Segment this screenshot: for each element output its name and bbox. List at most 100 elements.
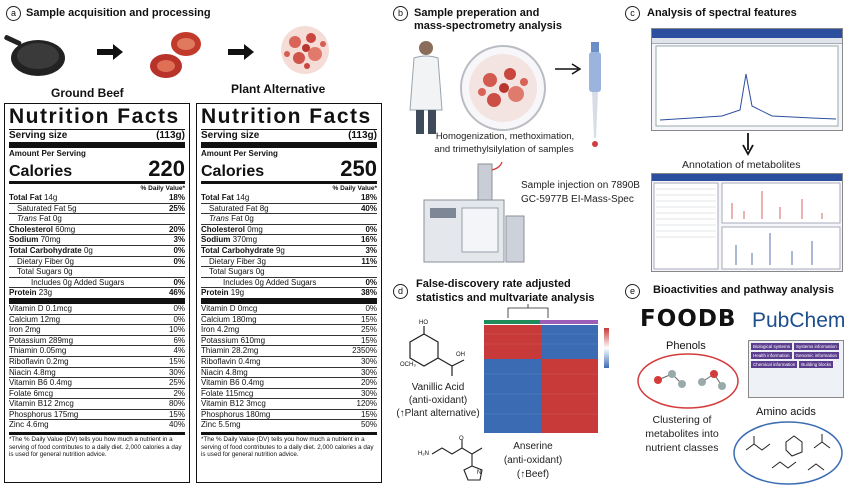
vanillic-acid-structure (409, 326, 465, 376)
daily-value: 40% (168, 420, 185, 430)
micronutrient-label: Riboflavin 0.4mg (201, 356, 261, 366)
panel-b-title-line1: Sample preperation and (414, 7, 540, 19)
micronutrient-row: Vitamin D 0.1mcg 0% (9, 304, 185, 314)
daily-value: 18% (168, 193, 185, 202)
nutrient-label: Sodium 70mg (9, 235, 61, 245)
pubchem-item: Biological systems (751, 343, 793, 350)
panel-b-letter: b (393, 6, 408, 21)
nutrient-row: Total Fat 14g 18% (201, 193, 377, 203)
micronutrient-label: Vitamin B12 2mcg (9, 399, 74, 409)
gc-ms-instrument-icon (423, 161, 525, 263)
nutrient-label: Total Fat 14g (9, 193, 58, 202)
nutrient-row: Total Sugars 0g (201, 266, 377, 277)
nutrient-row: Includes 0g Added Sugars 0% (9, 276, 185, 288)
annotation-window (651, 173, 843, 272)
nutrient-label: Includes 0g Added Sugars (223, 277, 317, 287)
micronutrient-row: Riboflavin 0.2mg 15% (9, 355, 185, 367)
nutrient-row: Protein 19g 38% (201, 287, 377, 298)
micronutrient-row: Phosphorus 180mg 15% (201, 408, 377, 420)
skillet-icon (4, 35, 65, 76)
micronutrient-label: Zinc 4.6mg (9, 420, 49, 430)
serving-size-value: (113g) (156, 130, 185, 141)
nutrition-facts-plant: Nutrition Facts Serving size (113g) Amou… (196, 103, 382, 483)
micronutrient-label: Niacin 4.8mg (9, 367, 56, 377)
daily-value: 15% (360, 314, 377, 324)
anserine-line3: (↑Beef) (516, 469, 550, 480)
arrow-right-icon (97, 44, 123, 60)
pubchem-item: Genomic information (793, 352, 840, 359)
daily-value: 0% (365, 224, 377, 234)
micronutrient-label: Folate 115mcg (201, 388, 254, 398)
nutrient-row: Total Carbohydrate 0g 0% (9, 244, 185, 256)
nutrient-row: Trans Fat 0g (9, 213, 185, 224)
micronutrient-label: Phosphorus 180mg (201, 409, 271, 419)
nutrient-row: Saturated Fat 5g 25% (9, 202, 185, 214)
micronutrient-row: Niacin 4.8mg 30% (201, 366, 377, 378)
micronutrient-label: Zinc 5.5mg (201, 420, 241, 430)
micronutrient-row: Iron 2mg 10% (9, 324, 185, 335)
nutrient-row: Includes 0g Added Sugars 0% (201, 276, 377, 288)
micronutrient-row: Vitamin B6 0.4mg 20% (201, 377, 377, 388)
daily-value: 3% (173, 235, 185, 245)
footnote: *The % Daily Value (DV) tells you how mu… (201, 432, 377, 459)
daily-value: 6% (173, 335, 185, 345)
daily-value: 25% (168, 378, 185, 388)
nutrition-title: Nutrition Facts (201, 105, 372, 128)
atom-och3: OCH₃ (400, 362, 416, 368)
atom-n: N (477, 470, 482, 476)
calories-label: Calories (9, 163, 73, 180)
daily-value: 0% (173, 303, 185, 313)
panel-d-letter: d (393, 284, 408, 299)
micronutrient-label: Vitamin B6 0.4mg (201, 378, 264, 388)
arrow-right-icon (228, 44, 254, 60)
daily-value: 0% (173, 245, 185, 255)
phenols-label: Phenols (666, 340, 706, 352)
panel-c-title: Analysis of spectral features (647, 7, 797, 19)
spectrum-window (651, 28, 843, 131)
vanillic-line1: Vanillic Acid (411, 382, 465, 393)
nutrient-row: Cholesterol 60mg 20% (9, 223, 185, 235)
panel-d-title-line2: statistics and multvariate analysis (416, 292, 595, 304)
foodb-logo: FOODB (640, 306, 737, 332)
micronutrient-label: Vitamin B6 0.4mg (9, 378, 72, 388)
nutrient-row: Dietary Fiber 3g 11% (201, 255, 377, 267)
nutrient-label: Trans Fat 0g (17, 214, 62, 224)
nutrient-row: Trans Fat 0g (201, 213, 377, 224)
daily-value: 0% (173, 256, 185, 266)
panel-a-title: Sample acquisition and processing (26, 7, 211, 19)
panel-b-caption-line2: and trimethylsilylation of samples (434, 144, 574, 155)
micronutrient-label: Riboflavin 0.2mg (9, 356, 69, 366)
atom-o: O (459, 436, 464, 442)
nutrient-row: Total Fat 14g 18% (9, 193, 185, 203)
daily-value: 2% (173, 388, 185, 398)
micronutrient-row: Potassium 610mg 15% (201, 334, 377, 346)
nutrient-label: Cholesterol 0mg (201, 224, 263, 234)
micronutrient-label: Iron 2mg (9, 325, 41, 335)
micronutrient-row: Calcium 12mg 0% (9, 313, 185, 325)
nutrient-label: Sodium 370mg (201, 235, 258, 245)
micronutrient-label: Calcium 12mg (9, 314, 61, 324)
micronutrient-row: Vitamin D 0mcg 0% (201, 304, 377, 314)
panel-b-title-line2: mass-spectrometry analysis (414, 20, 562, 32)
micronutrient-label: Potassium 610mg (201, 335, 266, 345)
daily-value-header: % Daily Value* (140, 185, 185, 192)
micronutrient-label: Calcium 180mg (201, 314, 257, 324)
phenols-cluster (637, 353, 739, 409)
micronutrient-row: Vitamin B6 0.4mg 25% (9, 377, 185, 388)
nutrition-title: Nutrition Facts (9, 105, 180, 128)
panel-e-letter: e (625, 284, 640, 299)
atom-oh: OH (456, 352, 465, 358)
annotation-label: Annotation of metabolites (682, 159, 801, 171)
scientist-icon (409, 41, 443, 134)
daily-value: 25% (168, 203, 185, 213)
micronutrient-label: Folate 6mcg (9, 388, 54, 398)
micronutrient-row: Thiamin 28.2mg 2350% (201, 345, 377, 356)
daily-value: 30% (360, 388, 377, 398)
nutrient-row: Sodium 370mg 16% (201, 234, 377, 245)
daily-value: 10% (168, 325, 185, 335)
micronutrient-row: Vitamin B12 3mcg 120% (201, 398, 377, 409)
nutrient-label: Total Sugars 0g (209, 267, 265, 277)
arrow-right-icon (555, 63, 582, 75)
clustering-line2: metabolites into (645, 428, 719, 440)
micronutrient-row: Vitamin B12 2mcg 80% (9, 398, 185, 409)
